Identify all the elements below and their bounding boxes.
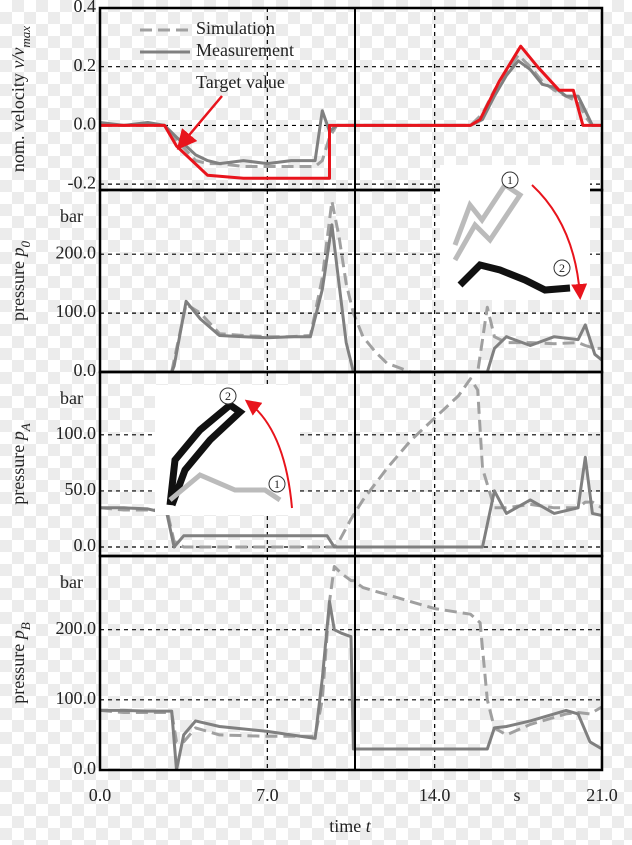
y-unit: bar bbox=[60, 572, 83, 592]
y-label-sub: A bbox=[18, 423, 33, 432]
x-unit: s bbox=[513, 785, 520, 805]
series-line bbox=[100, 53, 602, 168]
inset-marker: 2 bbox=[225, 389, 231, 403]
series-line bbox=[100, 600, 602, 770]
x-label-var: t bbox=[366, 816, 372, 836]
x-tick-label: 7.0 bbox=[256, 785, 279, 805]
y-axis-label: pressure pB bbox=[8, 622, 33, 703]
inset-middle: 2 1 bbox=[155, 385, 300, 515]
y-axis-label: pressure p0 bbox=[8, 241, 33, 321]
series-line bbox=[100, 44, 602, 180]
y-tick-label: 0.0 bbox=[74, 360, 97, 380]
series-line bbox=[100, 223, 602, 372]
y-label-text: pressure bbox=[8, 261, 28, 321]
y-label-var: p bbox=[8, 431, 28, 442]
inset-top: 1 2 bbox=[440, 165, 590, 300]
y-tick-label: 0.4 bbox=[74, 0, 97, 16]
series-line bbox=[100, 565, 602, 744]
inset-path-dark bbox=[166, 400, 246, 507]
y-tick-label: 0.0 bbox=[74, 535, 97, 555]
y-label-text: pressure bbox=[8, 644, 28, 704]
inset-marker-circle bbox=[553, 259, 571, 277]
y-label-text: nom. velocity bbox=[8, 73, 28, 172]
y-tick-label: 0.0 bbox=[74, 114, 97, 134]
y-unit: bar bbox=[60, 388, 83, 408]
x-label-text: time bbox=[329, 816, 361, 836]
y-axis-label: nom. velocity v/vmax bbox=[8, 26, 33, 172]
y-label-sub: max bbox=[18, 26, 33, 48]
y-tick-label: 50.0 bbox=[65, 479, 97, 499]
y-label-var: p bbox=[8, 248, 28, 259]
series-group bbox=[100, 565, 602, 770]
y-label-var: p bbox=[8, 630, 28, 641]
legend-label: Target value bbox=[196, 72, 285, 92]
y-label-var: v/v bbox=[8, 48, 28, 69]
legend-label: Simulation bbox=[196, 18, 275, 38]
y-tick-label: 0.0 bbox=[74, 758, 97, 778]
legend-arrow bbox=[176, 95, 223, 150]
inset-marker: 2 bbox=[559, 261, 565, 275]
y-tick-label: 100.0 bbox=[56, 423, 97, 443]
x-axis-label: time t bbox=[329, 816, 372, 836]
x-tick-label: 21.0 bbox=[586, 785, 618, 805]
inset-path-dark bbox=[457, 261, 571, 294]
legend-label: Measurement bbox=[196, 40, 294, 60]
y-tick-label: 200.0 bbox=[56, 618, 97, 638]
y-tick-label: -0.2 bbox=[68, 172, 97, 192]
y-label-text: pressure bbox=[8, 445, 28, 505]
y-axis-label: pressure pA bbox=[8, 423, 33, 504]
y-label-sub: 0 bbox=[18, 241, 33, 248]
inset-marker-circle bbox=[219, 387, 237, 405]
y-tick-label: 200.0 bbox=[56, 242, 97, 262]
series-group bbox=[100, 199, 602, 372]
series-line bbox=[100, 59, 602, 166]
series-group bbox=[100, 44, 602, 180]
inset-marker: 1 bbox=[274, 477, 280, 491]
y-unit: bar bbox=[60, 206, 83, 226]
inset-marker: 1 bbox=[507, 173, 513, 187]
y-tick-label: 0.2 bbox=[74, 55, 97, 75]
inset-arrow bbox=[244, 399, 293, 509]
x-tick-label: 14.0 bbox=[419, 785, 451, 805]
y-tick-label: 100.0 bbox=[56, 301, 97, 321]
series-group bbox=[100, 377, 602, 549]
series-line bbox=[100, 455, 602, 549]
panel-border bbox=[98, 6, 604, 192]
x-tick-label: 0.0 bbox=[89, 785, 112, 805]
y-label-sub: B bbox=[18, 622, 33, 630]
inset-marker-circle bbox=[268, 475, 286, 493]
inset-path-light bbox=[168, 472, 282, 503]
inset-marker-circle bbox=[501, 171, 519, 189]
inset-arrow bbox=[531, 184, 588, 300]
y-tick-label: 100.0 bbox=[56, 688, 97, 708]
inset-path-light bbox=[452, 181, 524, 262]
panel-border bbox=[98, 554, 604, 772]
